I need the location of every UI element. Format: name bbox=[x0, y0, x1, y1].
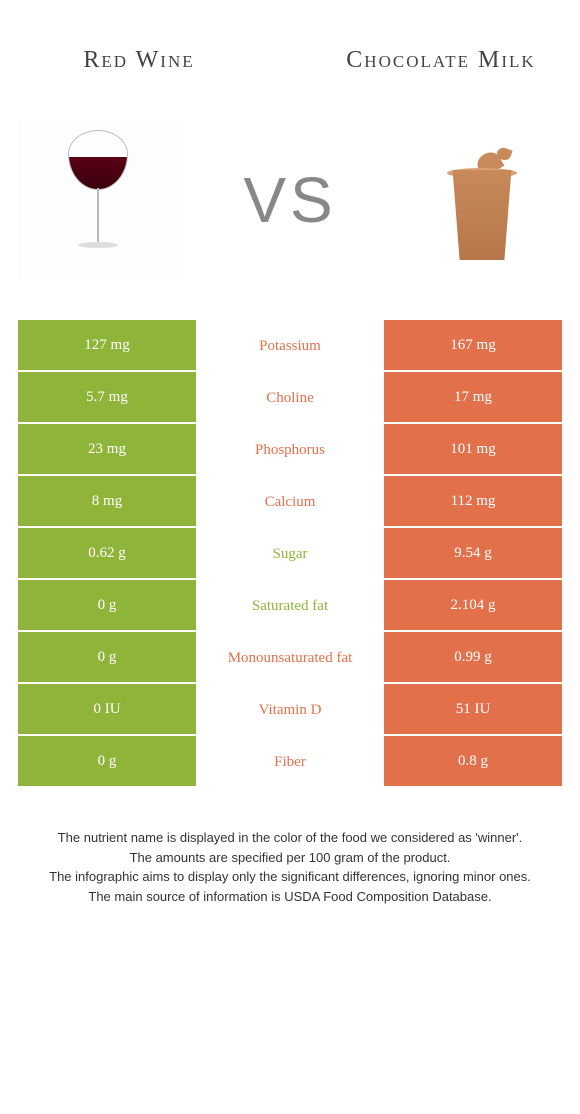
left-value: 0 g bbox=[18, 580, 198, 632]
footer-notes: The nutrient name is displayed in the co… bbox=[18, 828, 562, 906]
nutrient-row: 0 IUVitamin D51 IU bbox=[18, 684, 562, 736]
footer-line: The amounts are specified per 100 gram o… bbox=[28, 848, 552, 868]
nutrient-name: Choline bbox=[198, 372, 382, 424]
vs-label: VS bbox=[178, 163, 402, 237]
nutrient-row: 0 gFiber0.8 g bbox=[18, 736, 562, 788]
right-value: 9.54 g bbox=[382, 528, 562, 580]
left-value: 0.62 g bbox=[18, 528, 198, 580]
right-value: 17 mg bbox=[382, 372, 562, 424]
right-value: 101 mg bbox=[382, 424, 562, 476]
nutrient-name: Vitamin D bbox=[198, 684, 382, 736]
right-value: 167 mg bbox=[382, 320, 562, 372]
left-food-title: Red Wine bbox=[18, 47, 260, 74]
left-value: 0 IU bbox=[18, 684, 198, 736]
footer-line: The nutrient name is displayed in the co… bbox=[28, 828, 552, 848]
nutrient-name: Fiber bbox=[198, 736, 382, 788]
footer-line: The main source of information is USDA F… bbox=[28, 887, 552, 907]
right-value: 112 mg bbox=[382, 476, 562, 528]
header-row: Red Wine Chocolate Milk bbox=[18, 20, 562, 100]
nutrient-name: Saturated fat bbox=[198, 580, 382, 632]
right-food-title: Chocolate Milk bbox=[320, 47, 562, 74]
nutrient-row: 5.7 mgCholine17 mg bbox=[18, 372, 562, 424]
right-value: 0.99 g bbox=[382, 632, 562, 684]
wine-glass-icon bbox=[68, 130, 128, 270]
right-value: 0.8 g bbox=[382, 736, 562, 788]
right-food-image bbox=[402, 120, 562, 280]
left-value: 5.7 mg bbox=[18, 372, 198, 424]
nutrient-row: 23 mgPhosphorus101 mg bbox=[18, 424, 562, 476]
footer-line: The infographic aims to display only the… bbox=[28, 867, 552, 887]
nutrient-row: 0 gSaturated fat2.104 g bbox=[18, 580, 562, 632]
nutrient-name: Phosphorus bbox=[198, 424, 382, 476]
images-row: VS bbox=[18, 110, 562, 290]
nutrient-name: Sugar bbox=[198, 528, 382, 580]
nutrient-row: 0.62 gSugar9.54 g bbox=[18, 528, 562, 580]
nutrient-name: Calcium bbox=[198, 476, 382, 528]
nutrient-name: Monounsaturated fat bbox=[198, 632, 382, 684]
nutrient-row: 8 mgCalcium112 mg bbox=[18, 476, 562, 528]
right-value: 51 IU bbox=[382, 684, 562, 736]
nutrient-row: 0 gMonounsaturated fat0.99 g bbox=[18, 632, 562, 684]
left-value: 23 mg bbox=[18, 424, 198, 476]
left-food-image bbox=[18, 120, 178, 280]
nutrient-row: 127 mgPotassium167 mg bbox=[18, 320, 562, 372]
left-value: 127 mg bbox=[18, 320, 198, 372]
nutrient-table: 127 mgPotassium167 mg5.7 mgCholine17 mg2… bbox=[18, 320, 562, 788]
right-value: 2.104 g bbox=[382, 580, 562, 632]
left-value: 0 g bbox=[18, 736, 198, 788]
chocolate-milk-icon bbox=[442, 140, 522, 260]
left-value: 8 mg bbox=[18, 476, 198, 528]
nutrient-name: Potassium bbox=[198, 320, 382, 372]
left-value: 0 g bbox=[18, 632, 198, 684]
